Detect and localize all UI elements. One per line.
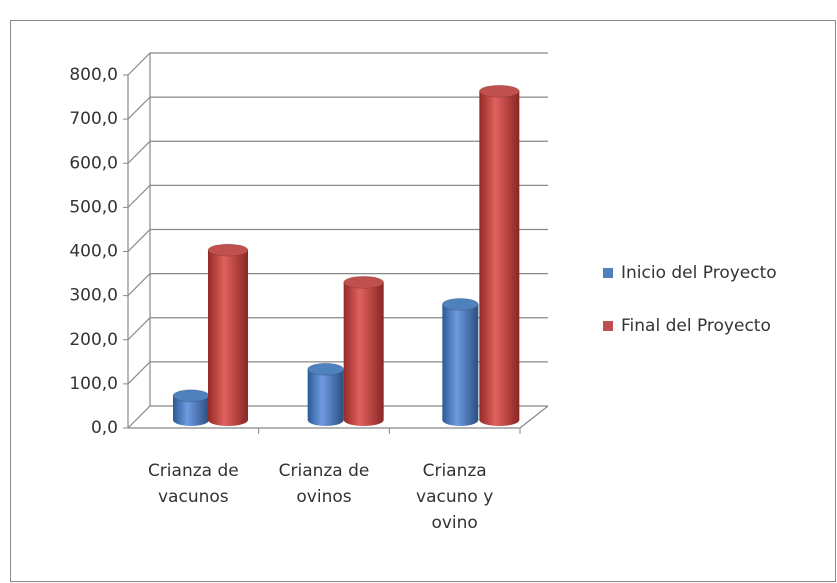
bar <box>343 275 385 426</box>
bar <box>478 84 520 426</box>
grid-line <box>127 52 548 76</box>
bar-body <box>479 91 520 421</box>
bar-bottom <box>479 414 520 426</box>
bar <box>307 362 345 426</box>
y-tick-label: 100,0 <box>69 374 118 394</box>
x-tick-label: Crianza de ovinos <box>278 461 370 507</box>
bar-top <box>478 84 520 98</box>
bar-bottom <box>343 414 384 426</box>
y-tick-label: 200,0 <box>69 330 118 350</box>
legend-label: Inicio del Proyecto <box>621 263 777 283</box>
chart-frame <box>10 20 836 582</box>
bar-bottom <box>208 414 248 426</box>
bar <box>441 297 479 426</box>
bar <box>172 389 210 426</box>
x-tick-label: Crianza vacuno y ovino <box>416 461 494 533</box>
bar-bottom <box>173 414 209 426</box>
legend-label: Final del Proyecto <box>621 316 771 336</box>
bar-top <box>307 362 345 376</box>
bar-top <box>441 297 479 311</box>
bar-body <box>307 369 344 420</box>
bar-body <box>343 282 384 420</box>
y-tick-label: 800,0 <box>69 65 118 85</box>
bar <box>207 243 249 426</box>
bar-top <box>172 389 210 403</box>
y-tick-label: 600,0 <box>69 153 118 173</box>
y-tick-label: 0,0 <box>91 418 118 438</box>
bar-top <box>207 243 249 257</box>
bar-body <box>208 250 248 420</box>
bar-bottom <box>307 414 344 426</box>
y-tick-label: 400,0 <box>69 242 118 262</box>
legend-swatch <box>603 268 613 278</box>
x-tick-label: Crianza de vacunos <box>147 461 239 507</box>
y-tick-label: 700,0 <box>69 109 118 129</box>
legend-swatch <box>603 321 613 331</box>
bar-body <box>442 304 479 420</box>
y-tick-label: 300,0 <box>69 286 118 306</box>
bar-top <box>343 275 385 289</box>
y-tick-label: 500,0 <box>69 197 118 217</box>
bar-bottom <box>442 414 479 426</box>
